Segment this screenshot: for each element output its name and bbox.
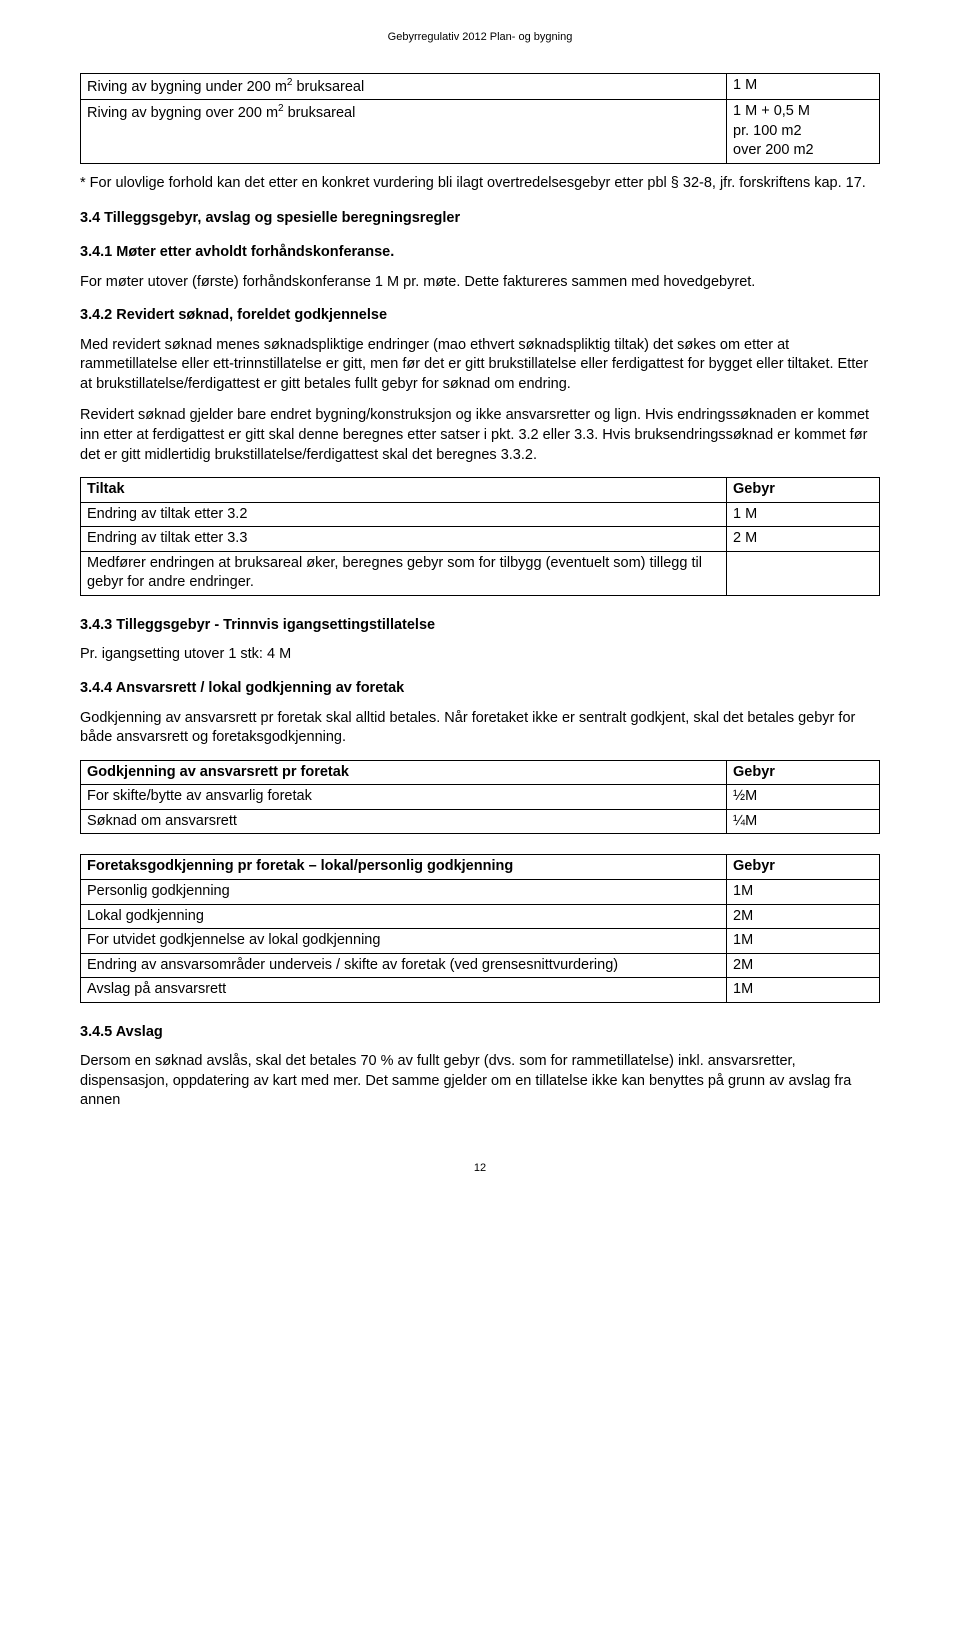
section-heading: 3.4 Tilleggsgebyr, avslag og spesielle b…: [80, 209, 880, 229]
table-row: Riving av bygning under 200 m2 bruksarea…: [81, 73, 880, 99]
cell-text: Riving av bygning over 200 m: [87, 105, 278, 121]
cell: Medfører endringen at bruksareal øker, b…: [81, 551, 727, 595]
subsection-heading: 3.4.1 Møter etter avholdt forhåndskonfer…: [80, 243, 880, 263]
header-text: Foretaksgodkjenning pr foretak – lokal/p…: [87, 858, 513, 874]
paragraph: Godkjenning av ansvarsrett pr foretak sk…: [80, 709, 880, 748]
cell: Endring av tiltak etter 3.3: [81, 527, 727, 552]
cell: 2 M: [727, 527, 880, 552]
cell-text: bruksareal: [284, 105, 356, 121]
cell-header: Tiltak: [81, 478, 727, 503]
header-text: Gebyr: [733, 858, 775, 874]
document-page: Gebyrregulativ 2012 Plan- og bygning Riv…: [0, 0, 960, 1216]
cell-line: over 200 m2: [733, 142, 814, 158]
cell: For skifte/bytte av ansvarlig foretak: [81, 785, 727, 810]
cell: Lokal godkjenning: [81, 904, 727, 929]
table-row: Personlig godkjenning 1M: [81, 879, 880, 904]
page-number: 12: [80, 1161, 880, 1176]
cell: Riving av bygning over 200 m2 bruksareal: [81, 100, 727, 164]
table-row: Tiltak Gebyr: [81, 478, 880, 503]
subsection-heading: 3.4.3 Tilleggsgebyr - Trinnvis igangsett…: [80, 616, 880, 636]
cell-header: Gebyr: [727, 478, 880, 503]
cell: 1 M: [727, 502, 880, 527]
table-row: Endring av tiltak etter 3.3 2 M: [81, 527, 880, 552]
header-text: Gebyr: [733, 481, 775, 497]
cell-text: Riving av bygning under 200 m: [87, 79, 287, 95]
cell-header: Gebyr: [727, 855, 880, 880]
cell-header: Foretaksgodkjenning pr foretak – lokal/p…: [81, 855, 727, 880]
cell: 2M: [727, 953, 880, 978]
cell-header: Gebyr: [727, 760, 880, 785]
header-text: Godkjenning av ansvarsrett pr foretak: [87, 764, 349, 780]
cell-line: pr. 100 m2: [733, 123, 802, 139]
table-row: Endring av tiltak etter 3.2 1 M: [81, 502, 880, 527]
cell: Avslag på ansvarsrett: [81, 978, 727, 1003]
header-text: Gebyr: [733, 764, 775, 780]
cell: 1M: [727, 929, 880, 954]
paragraph: Revidert søknad gjelder bare endret bygn…: [80, 406, 880, 465]
cell: 1 M: [727, 73, 880, 99]
table-row: Avslag på ansvarsrett 1M: [81, 978, 880, 1003]
paragraph: For møter utover (første) forhåndskonfer…: [80, 273, 880, 293]
paragraph: Pr. igangsetting utover 1 stk: 4 M: [80, 645, 880, 665]
table-tiltak: Tiltak Gebyr Endring av tiltak etter 3.2…: [80, 477, 880, 596]
table-row: Søknad om ansvarsrett ¼M: [81, 809, 880, 834]
spacer: [80, 844, 880, 854]
cell: Endring av tiltak etter 3.2: [81, 502, 727, 527]
cell: 2M: [727, 904, 880, 929]
paragraph: Med revidert søknad menes søknadspliktig…: [80, 336, 880, 395]
cell-header: Godkjenning av ansvarsrett pr foretak: [81, 760, 727, 785]
cell: For utvidet godkjennelse av lokal godkje…: [81, 929, 727, 954]
cell: Riving av bygning under 200 m2 bruksarea…: [81, 73, 727, 99]
table-row: Medfører endringen at bruksareal øker, b…: [81, 551, 880, 595]
table-row: Foretaksgodkjenning pr foretak – lokal/p…: [81, 855, 880, 880]
table-row: Endring av ansvarsområder underveis / sk…: [81, 953, 880, 978]
table-row: Godkjenning av ansvarsrett pr foretak Ge…: [81, 760, 880, 785]
header-text: Tiltak: [87, 481, 125, 497]
table-row: Riving av bygning over 200 m2 bruksareal…: [81, 100, 880, 164]
table-row: For utvidet godkjennelse av lokal godkje…: [81, 929, 880, 954]
page-header: Gebyrregulativ 2012 Plan- og bygning: [80, 30, 880, 45]
cell-text: bruksareal: [292, 79, 364, 95]
table-row: Lokal godkjenning 2M: [81, 904, 880, 929]
table-riving: Riving av bygning under 200 m2 bruksarea…: [80, 73, 880, 164]
cell: Endring av ansvarsområder underveis / sk…: [81, 953, 727, 978]
subsection-heading: 3.4.4 Ansvarsrett / lokal godkjenning av…: [80, 679, 880, 699]
cell: 1 M + 0,5 M pr. 100 m2 over 200 m2: [727, 100, 880, 164]
paragraph: Dersom en søknad avslås, skal det betale…: [80, 1052, 880, 1111]
cell: 1M: [727, 978, 880, 1003]
cell: ¼M: [727, 809, 880, 834]
cell-line: 1 M + 0,5 M: [733, 103, 810, 119]
subsection-heading: 3.4.5 Avslag: [80, 1023, 880, 1043]
cell: [727, 551, 880, 595]
cell: Søknad om ansvarsrett: [81, 809, 727, 834]
cell: Personlig godkjenning: [81, 879, 727, 904]
cell: ½M: [727, 785, 880, 810]
table-row: For skifte/bytte av ansvarlig foretak ½M: [81, 785, 880, 810]
cell: 1M: [727, 879, 880, 904]
table-ansvarsrett: Godkjenning av ansvarsrett pr foretak Ge…: [80, 760, 880, 835]
table-foretak: Foretaksgodkjenning pr foretak – lokal/p…: [80, 854, 880, 1002]
subsection-heading: 3.4.2 Revidert søknad, foreldet godkjenn…: [80, 306, 880, 326]
paragraph: * For ulovlige forhold kan det etter en …: [80, 174, 880, 194]
